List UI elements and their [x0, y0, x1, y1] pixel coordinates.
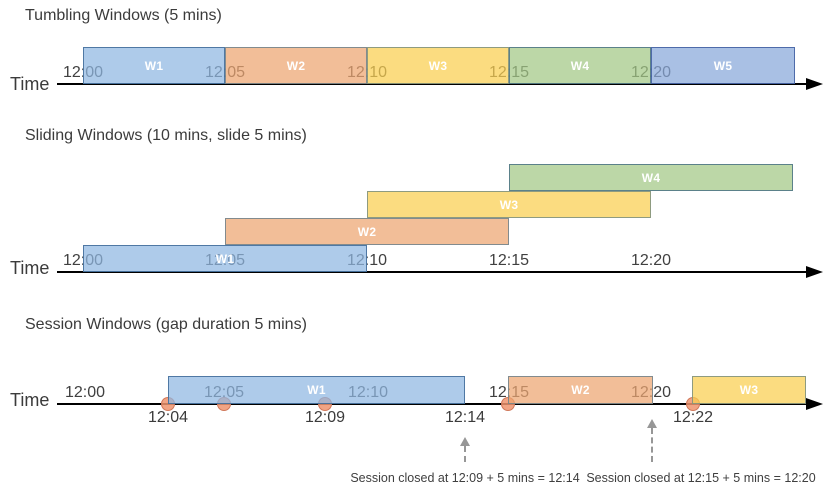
annotation-arrow-shaft	[651, 428, 653, 462]
window-label: W1	[144, 58, 164, 73]
window-label: W3	[739, 383, 759, 397]
window-label: W4	[570, 58, 590, 73]
tumbling-window-w4: W4	[509, 47, 651, 84]
tumbling-section-title: Tumbling Windows (5 mins)	[25, 7, 222, 24]
tumbling-time-axis	[57, 83, 808, 85]
event-time-label: 12:22	[672, 409, 714, 426]
sliding-time-axis	[57, 271, 808, 273]
window-label: W4	[641, 170, 661, 185]
session-axis-arrowhead-icon	[806, 398, 823, 410]
session-close-annotation: Session closed at 12:15 + 5 mins = 12:20	[586, 471, 816, 485]
session-time-axis	[57, 403, 808, 405]
annotation-arrow-icon	[460, 437, 470, 446]
window-label: W1	[307, 383, 326, 397]
session-section-title: Session Windows (gap duration 5 mins)	[25, 316, 307, 333]
sliding-tick: 12:20	[630, 252, 672, 269]
tumbling-window-w5: W5	[651, 47, 795, 84]
sliding-tick: 12:15	[488, 252, 530, 269]
window-label: W1	[215, 251, 235, 266]
event-time-label: 12:04	[147, 409, 189, 426]
sliding-section-title: Sliding Windows (10 mins, slide 5 mins)	[25, 127, 307, 144]
tumbling-axis-arrowhead-icon	[806, 78, 823, 90]
window-label: W2	[571, 383, 590, 397]
window-label: W2	[357, 224, 377, 239]
annotation-arrow-shaft	[464, 446, 466, 462]
tumbling-time-axis-label: Time	[10, 74, 50, 94]
sliding-axis-arrowhead-icon	[806, 266, 823, 278]
window-label: W3	[428, 58, 448, 73]
sliding-window-w2: W2	[225, 218, 509, 245]
window-close-time-label: 12:14	[444, 409, 486, 426]
event-time-label: 12:09	[304, 409, 346, 426]
window-label: W5	[713, 58, 733, 73]
tumbling-window-w1: W1	[83, 47, 225, 84]
session-window-w3: W3	[692, 376, 806, 404]
window-label: W2	[286, 58, 306, 73]
sliding-window-w3: W3	[367, 191, 651, 218]
session-window-w1: W1	[168, 376, 465, 404]
sliding-time-axis-label: Time	[10, 258, 50, 278]
annotation-arrow-icon	[647, 419, 657, 428]
session-tick: 12:00	[64, 384, 106, 401]
sliding-window-w4: W4	[509, 164, 793, 191]
session-close-annotation: Session closed at 12:09 + 5 mins = 12:14	[350, 471, 580, 485]
sliding-window-w1: W1	[83, 245, 367, 272]
tumbling-window-w3: W3	[367, 47, 509, 84]
session-time-axis-label: Time	[10, 390, 50, 410]
session-window-w2: W2	[508, 376, 653, 404]
tumbling-window-w2: W2	[225, 47, 367, 84]
window-label: W3	[499, 197, 519, 212]
